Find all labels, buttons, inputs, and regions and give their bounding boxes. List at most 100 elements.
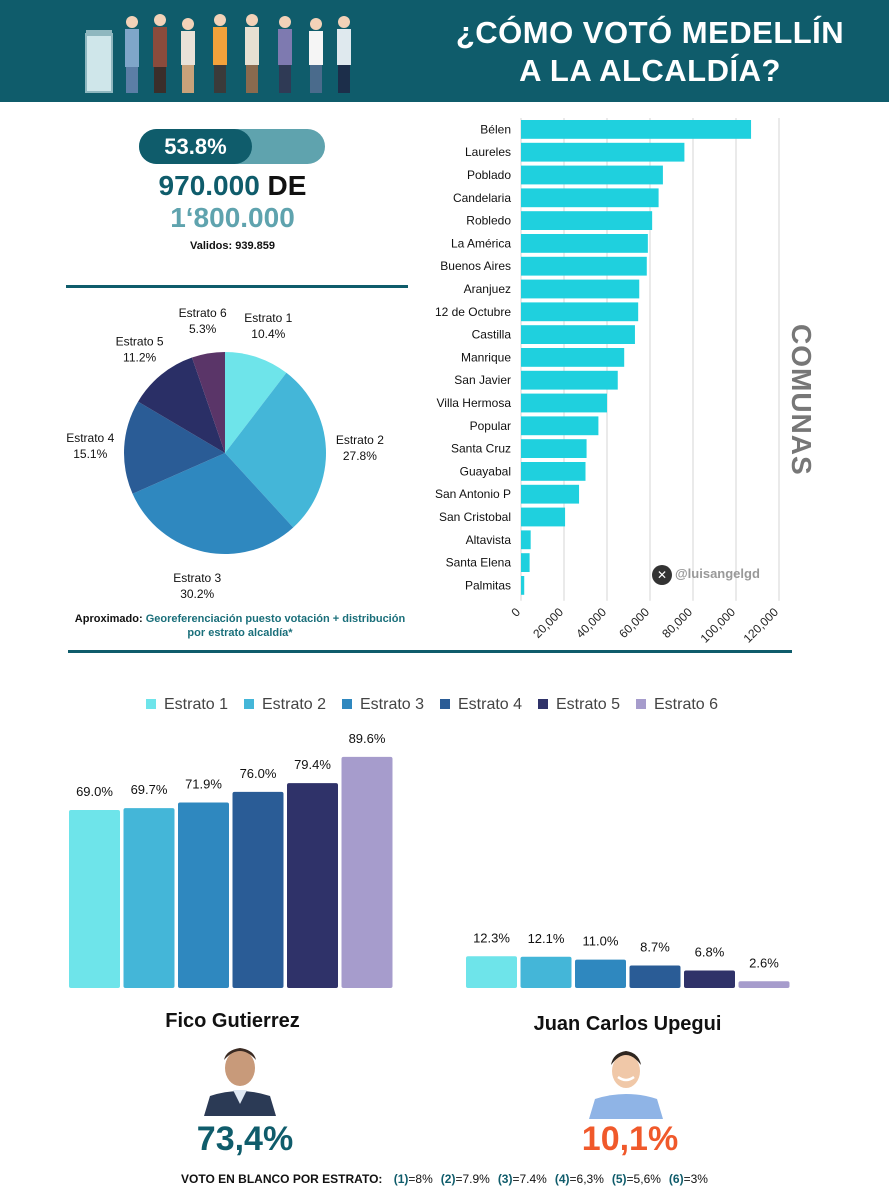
legend-item-estrato-5: Estrato 5 bbox=[538, 692, 620, 718]
comuna-bar bbox=[521, 507, 566, 527]
estrato-bar-3 bbox=[178, 802, 229, 988]
pie-slice-3 bbox=[132, 453, 294, 554]
pie-label-category: Estrato 6 bbox=[179, 306, 227, 320]
pie-label-category: Estrato 5 bbox=[116, 334, 164, 348]
blank-vote-estrato: (2) bbox=[440, 1172, 456, 1186]
blank-vote-item: (6)=3% bbox=[669, 1172, 708, 1186]
legend-label: Estrato 3 bbox=[360, 696, 425, 713]
comuna-bar bbox=[521, 142, 685, 162]
comuna-label: Candelaria bbox=[453, 191, 511, 205]
note-text: Georeferenciación puesto votación + dist… bbox=[145, 613, 406, 639]
comuna-bar bbox=[521, 576, 525, 595]
blank-vote-estrato: (4) bbox=[554, 1172, 570, 1186]
pie-slice-4 bbox=[124, 401, 225, 494]
comunas-bar-chart: 0 20,000 40,000 60,000 80,000 100,000 120,000 B… bbox=[435, 118, 782, 646]
comuna-bar bbox=[521, 165, 663, 185]
comuna-bar bbox=[521, 484, 580, 504]
x-tick-label: 120,000 bbox=[741, 605, 782, 646]
comuna-label: La América bbox=[451, 236, 511, 250]
bar-value-label: 69.0% bbox=[76, 784, 113, 799]
comuna-label: San Cristobal bbox=[439, 510, 511, 524]
estrato-legend: Estrato 1 Estrato 2 Estrato 3 Estrato 4 Estr… bbox=[140, 692, 780, 718]
x-tick-label: 80,000 bbox=[659, 605, 695, 641]
legend-label: Estrato 5 bbox=[556, 696, 621, 713]
comuna-bar bbox=[521, 439, 587, 458]
comuna-bar bbox=[521, 279, 640, 299]
comuna-bar bbox=[521, 325, 635, 344]
estrato-bar-6 bbox=[738, 981, 790, 988]
estrato-bar-5 bbox=[684, 970, 735, 988]
comuna-bar bbox=[521, 211, 653, 230]
pie-label-value: 10.4% bbox=[251, 327, 285, 341]
blank-vote-item: (2)=7.9% bbox=[441, 1172, 490, 1186]
upegui-total-percent: 10,1% bbox=[581, 1120, 679, 1158]
legend-swatch bbox=[440, 698, 450, 709]
comuna-bar bbox=[521, 302, 639, 322]
candidate-name-fico: Fico Gutierrez bbox=[165, 1010, 300, 1032]
bar-value-label: 12.1% bbox=[528, 931, 565, 946]
note-prefix: Aproximado: bbox=[74, 613, 143, 625]
bar-value-label: 71.9% bbox=[185, 776, 222, 791]
comuna-label: Castilla bbox=[472, 328, 512, 342]
votes-de: DE bbox=[267, 170, 307, 201]
comuna-label: San Javier bbox=[454, 373, 511, 387]
legend-swatch bbox=[146, 698, 156, 709]
blank-vote-item: (1)=8% bbox=[394, 1172, 433, 1186]
comuna-label: Poblado bbox=[467, 168, 511, 182]
estrato-bar-4 bbox=[232, 791, 284, 988]
legend-label: Estrato 6 bbox=[654, 696, 719, 713]
comuna-label: Palmitas bbox=[465, 578, 511, 592]
footer-label: VOTO EN BLANCO POR ESTRATO: bbox=[181, 1172, 383, 1186]
blank-vote-item: (3)=7.4% bbox=[498, 1172, 547, 1186]
blank-vote-estrato: (6) bbox=[668, 1172, 684, 1186]
pie-label-value: 11.2% bbox=[123, 350, 156, 364]
estrato-bar-4 bbox=[629, 965, 681, 988]
pie-slice-6 bbox=[191, 352, 225, 453]
pie-slice-1 bbox=[225, 352, 287, 453]
comuna-label: Bélen bbox=[480, 122, 511, 136]
valid-votes: Validos: 939.859 bbox=[190, 240, 275, 252]
legend-swatch bbox=[342, 698, 352, 709]
fico-portrait bbox=[200, 1038, 280, 1116]
estrato-bar-1 bbox=[69, 809, 120, 988]
divider-full bbox=[68, 650, 792, 653]
comuna-label: 12 de Octubre bbox=[435, 305, 511, 319]
estrato-bar-2 bbox=[123, 808, 175, 988]
bar-value-label: 2.6% bbox=[749, 955, 779, 970]
comuna-label: Popular bbox=[470, 419, 511, 433]
pie-label-category: Estrato 3 bbox=[173, 571, 221, 585]
pie-label-value: 30.2% bbox=[180, 587, 214, 601]
comuna-label: Buenos Aires bbox=[440, 259, 511, 273]
pie-label-value: 27.8% bbox=[343, 449, 377, 463]
estrato-bar-2 bbox=[520, 956, 572, 988]
pie-label-category: Estrato 2 bbox=[336, 433, 384, 447]
pie-label-category: Estrato 4 bbox=[66, 431, 114, 445]
x-tick-label: 20,000 bbox=[530, 605, 566, 641]
comuna-bar bbox=[521, 553, 530, 572]
author-handle[interactable]: ✕ @luisangelgd bbox=[652, 563, 760, 585]
divider-left bbox=[66, 285, 408, 288]
blank-vote-value: =5,6% bbox=[626, 1172, 661, 1186]
bar-value-label: 79.4% bbox=[294, 757, 331, 772]
comuna-label: Santa Cruz bbox=[451, 442, 511, 456]
legend-item-estrato-3: Estrato 3 bbox=[342, 692, 424, 718]
voters-illustration bbox=[85, 14, 351, 93]
votes-number: 970.000 bbox=[158, 170, 260, 201]
total-voters: 1‘800.000 bbox=[170, 202, 295, 233]
fico-total-percent: 73,4% bbox=[196, 1120, 294, 1158]
bar-value-label: 12.3% bbox=[473, 930, 510, 945]
upegui-bar-chart: 12.3% 12.1% 11.0% 8.7% 6.8% 2.6% bbox=[466, 930, 790, 988]
blank-vote-value: =7.9% bbox=[455, 1172, 490, 1186]
comuna-label: Robledo bbox=[466, 214, 511, 228]
blank-vote-footer: VOTO EN BLANCO POR ESTRATO: (1)=8% (2)=7.… bbox=[0, 1172, 889, 1186]
upegui-portrait bbox=[587, 1043, 665, 1119]
estrato-bar-3 bbox=[575, 959, 626, 988]
fico-bar-chart: 69.0% 69.7% 71.9% 76.0% 79.4% 89.6% bbox=[69, 731, 393, 988]
bar-value-label: 6.8% bbox=[695, 944, 725, 959]
bar-value-label: 11.0% bbox=[583, 934, 619, 949]
comuna-bar bbox=[521, 416, 599, 436]
comuna-bar bbox=[521, 370, 618, 390]
blank-vote-estrato: (3) bbox=[497, 1172, 513, 1186]
turnout-progress-fill bbox=[139, 129, 253, 164]
legend-swatch bbox=[636, 698, 646, 709]
